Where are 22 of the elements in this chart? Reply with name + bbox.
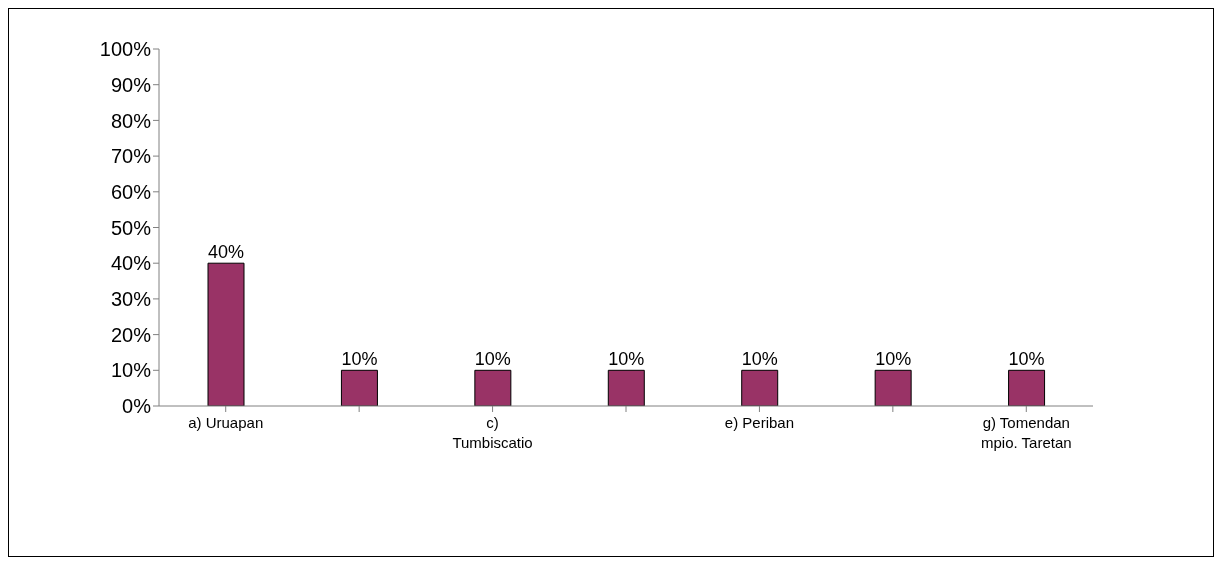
y-tick-label: 20% [110,323,152,346]
y-tick-label: 10% [110,359,152,382]
y-tick-label: 60% [110,180,152,203]
y-tick-label: 90% [110,73,152,96]
data-label: 40% [207,242,245,263]
data-label: 10% [474,349,511,370]
x-tick-label: g) Tomendan mpio. Taretan [980,414,1072,451]
y-tick-label: 70% [110,145,152,168]
x-tick-label: e) Periban [724,414,795,431]
x-tick-label: c) Tumbiscatio [452,414,533,451]
data-label: 10% [741,349,778,370]
y-tick-label: 100% [99,38,152,61]
y-tick-label: 30% [110,288,152,310]
data-label: 10% [608,349,645,370]
x-tick-label: a) Uruapan [188,414,264,431]
data-label: 10% [341,349,378,370]
data-label: 10% [875,349,912,370]
y-tick-label: 50% [110,216,152,239]
y-tick-label: 0% [122,395,152,418]
y-tick-label: 80% [110,109,152,132]
data-label: 10% [1008,349,1045,370]
y-tick-label: 40% [110,252,152,275]
